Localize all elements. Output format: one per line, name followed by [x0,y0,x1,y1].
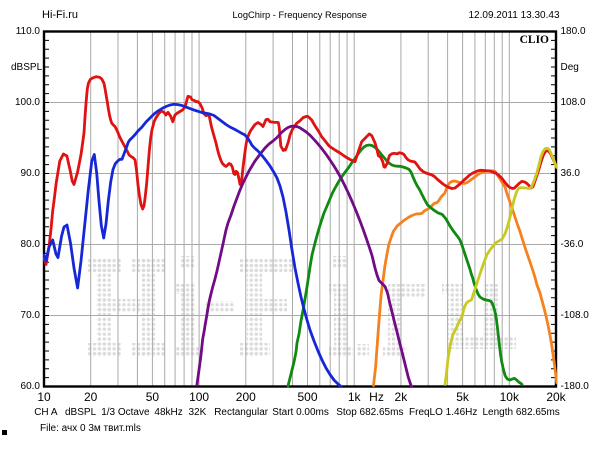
svg-text:CLIO: CLIO [520,34,549,46]
